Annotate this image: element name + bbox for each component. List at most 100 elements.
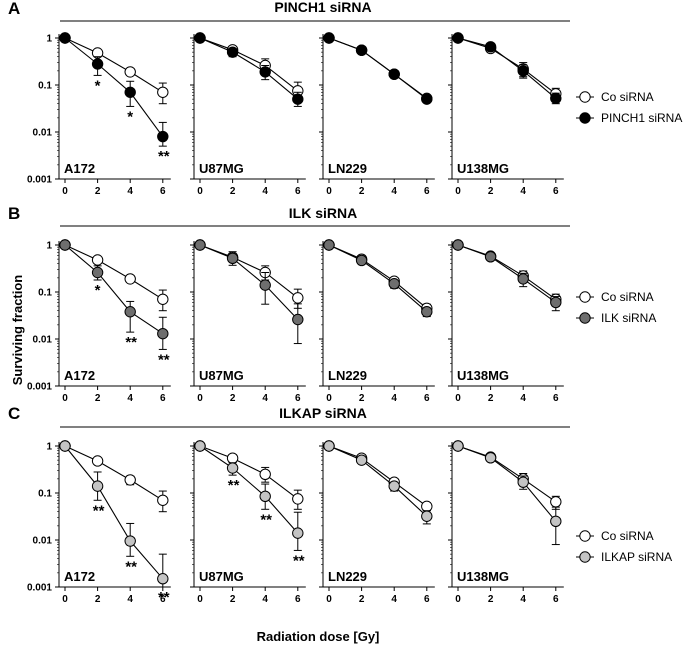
x-tick-label: 4 xyxy=(127,186,133,197)
data-point xyxy=(194,440,206,452)
section-title: PINCH1 siRNA xyxy=(274,0,371,15)
data-point xyxy=(226,46,239,58)
panel-letter: B xyxy=(8,204,20,223)
subplot-u87mg: 0 2 4 6 U87MG xyxy=(190,239,306,404)
x-tick-label: 4 xyxy=(520,393,526,404)
data-point xyxy=(452,440,464,452)
data-point xyxy=(91,266,104,279)
significance-mark: ** xyxy=(125,334,137,351)
series-line xyxy=(64,244,164,300)
data-point xyxy=(124,306,136,318)
data-point xyxy=(59,32,71,44)
data-point xyxy=(323,32,335,44)
treatment-series xyxy=(194,32,304,107)
data-point xyxy=(194,32,206,44)
x-tick-label: 4 xyxy=(262,393,268,404)
x-tick-label: 2 xyxy=(488,186,494,197)
cell-line-label: U87MG xyxy=(199,569,244,584)
data-point xyxy=(323,239,335,251)
data-point xyxy=(91,58,104,70)
series-line xyxy=(457,445,557,503)
treatment-series xyxy=(59,32,169,147)
cell-line-label: A172 xyxy=(64,368,95,383)
data-point xyxy=(124,86,136,98)
x-tick-label: 6 xyxy=(160,186,166,197)
significance-mark: ** xyxy=(293,552,305,569)
subplot-u87mg: 0 2 4 6 U87MG ** ** ** xyxy=(190,440,306,605)
data-point xyxy=(452,32,464,44)
x-tick-label: 2 xyxy=(95,393,101,404)
panel-letter: A xyxy=(8,0,20,18)
control-series xyxy=(59,239,169,312)
data-point xyxy=(91,254,104,266)
x-tick-label: 2 xyxy=(95,186,101,197)
series-line xyxy=(457,244,557,303)
treatment-series xyxy=(194,440,304,551)
data-point xyxy=(59,239,71,251)
legend-label: Co siRNA xyxy=(601,529,654,543)
significance-mark: ** xyxy=(93,502,105,519)
data-point xyxy=(59,440,71,452)
data-point xyxy=(157,293,169,305)
data-point xyxy=(484,251,497,263)
x-tick-label: 6 xyxy=(295,186,301,197)
data-point xyxy=(226,252,239,265)
x-tick-label: 0 xyxy=(197,186,203,197)
data-point xyxy=(452,239,464,251)
legend-marker xyxy=(579,312,591,324)
x-tick-label: 2 xyxy=(359,186,365,197)
legend-label: Co siRNA xyxy=(601,90,654,104)
y-tick-label: 0.1 xyxy=(38,81,52,92)
series-line xyxy=(199,244,299,320)
x-tick-label: 0 xyxy=(197,594,203,605)
legend: Co siRNA PINCH1 siRNA xyxy=(576,90,682,125)
data-point xyxy=(124,273,136,285)
data-point xyxy=(91,455,104,467)
treatment-series xyxy=(323,32,433,105)
data-point xyxy=(226,452,239,464)
x-tick-label: 6 xyxy=(424,393,430,404)
treatment-series xyxy=(452,239,562,312)
series-line xyxy=(64,244,164,335)
legend-label: ILK siRNA xyxy=(601,311,656,325)
y-tick-label: 1 xyxy=(46,442,52,453)
series-line xyxy=(199,445,299,500)
data-point xyxy=(388,68,400,80)
series-line xyxy=(328,445,428,517)
series-line xyxy=(328,37,428,99)
control-series xyxy=(452,440,562,510)
data-point xyxy=(157,86,169,98)
subplot-u87mg: 0 2 4 6 U87MG xyxy=(190,32,306,197)
data-point xyxy=(355,44,368,56)
cell-line-label: LN229 xyxy=(328,161,367,176)
x-tick-label: 6 xyxy=(424,186,430,197)
treatment-series xyxy=(323,239,433,318)
significance-mark: * xyxy=(95,77,101,94)
data-point xyxy=(157,130,169,143)
treatment-series xyxy=(59,440,169,588)
legend: Co siRNA ILKAP siRNA xyxy=(576,529,672,564)
x-tick-label: 0 xyxy=(197,393,203,404)
subplot-a172: 1 0.1 0.01 0.001 0 2 4 6 A172 ** ** ** xyxy=(27,440,171,606)
x-tick-label: 2 xyxy=(359,594,365,605)
series-line xyxy=(457,37,557,99)
legend-label: ILKAP siRNA xyxy=(601,550,672,564)
x-tick-label: 4 xyxy=(391,186,397,197)
treatment-series xyxy=(59,239,169,350)
x-tick-label: 0 xyxy=(326,186,332,197)
data-point xyxy=(292,527,304,539)
treatment-series xyxy=(452,440,562,546)
control-series xyxy=(194,440,304,510)
data-point xyxy=(259,490,271,503)
series-line xyxy=(64,37,164,137)
data-point xyxy=(388,278,400,290)
legend-marker xyxy=(579,91,591,103)
subplot-ln229: 0 2 4 6 LN229 xyxy=(319,239,435,404)
data-point xyxy=(292,93,304,105)
data-point xyxy=(157,573,169,585)
series-line xyxy=(64,445,164,580)
data-point xyxy=(259,468,271,480)
